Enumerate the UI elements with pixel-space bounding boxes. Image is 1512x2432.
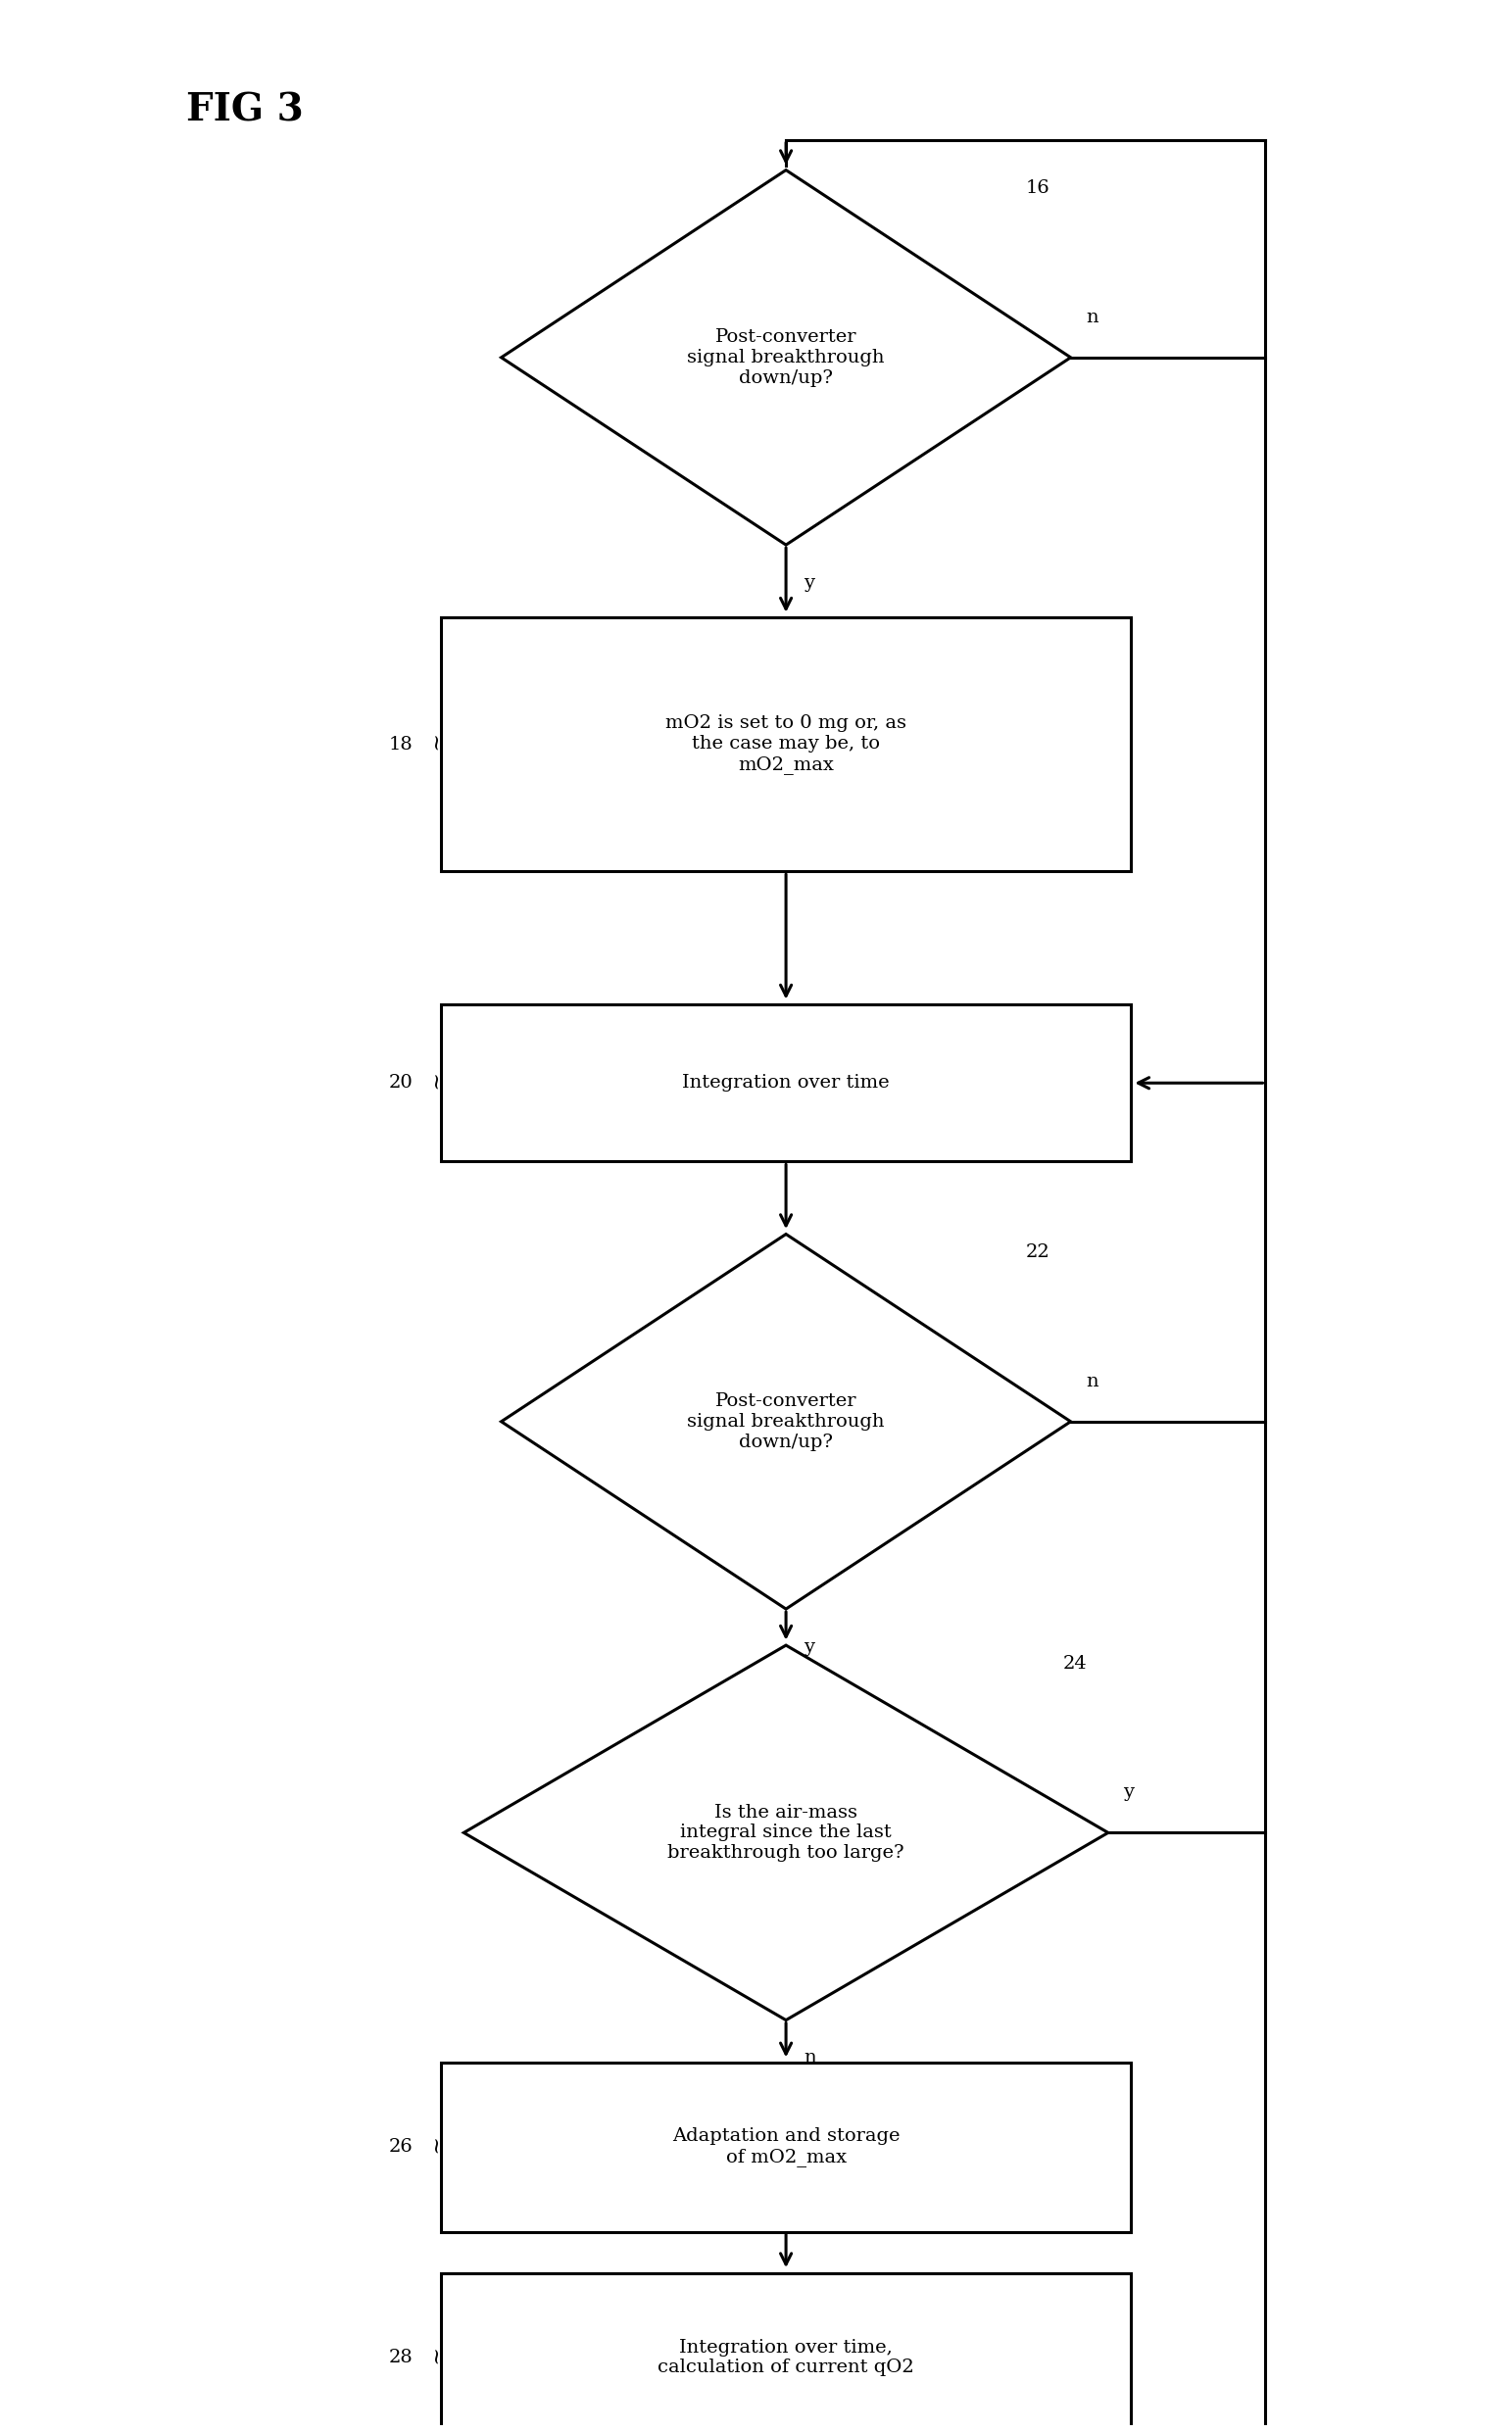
Text: Integration over time: Integration over time — [682, 1075, 889, 1092]
Text: 20: 20 — [389, 1075, 413, 1092]
Text: n: n — [1086, 1372, 1098, 1391]
Text: 26: 26 — [389, 2138, 413, 2155]
Text: y: y — [804, 574, 815, 591]
Text: mO2 is set to 0 mg or, as
the case may be, to
mO2_max: mO2 is set to 0 mg or, as the case may b… — [665, 715, 907, 773]
Bar — [442, 1004, 1131, 1162]
Text: n: n — [804, 2050, 816, 2067]
Text: Post-converter
signal breakthrough
down/up?: Post-converter signal breakthrough down/… — [688, 328, 885, 387]
Bar — [442, 2062, 1131, 2233]
Text: ~: ~ — [422, 2138, 443, 2157]
Text: FIG 3: FIG 3 — [186, 92, 304, 129]
Text: Integration over time,
calculation of current qO2: Integration over time, calculation of cu… — [658, 2340, 915, 2376]
Bar — [442, 2274, 1131, 2432]
Text: 28: 28 — [389, 2349, 413, 2366]
Text: 22: 22 — [1025, 1243, 1049, 1262]
Text: ~: ~ — [422, 1075, 443, 1092]
Text: 16: 16 — [1025, 180, 1049, 197]
Text: ~: ~ — [422, 734, 443, 754]
Text: Post-converter
signal breakthrough
down/up?: Post-converter signal breakthrough down/… — [688, 1394, 885, 1452]
Text: 24: 24 — [1063, 1654, 1087, 1673]
Text: n: n — [1086, 309, 1098, 326]
Text: Is the air-mass
integral since the last
breakthrough too large?: Is the air-mass integral since the last … — [668, 1805, 904, 1863]
Bar — [442, 618, 1131, 871]
Text: y: y — [804, 1639, 815, 1656]
Text: 18: 18 — [389, 734, 413, 754]
Text: Adaptation and storage
of mO2_max: Adaptation and storage of mO2_max — [671, 2128, 900, 2167]
Text: y: y — [1123, 1783, 1134, 1802]
Text: ~: ~ — [422, 2349, 443, 2366]
